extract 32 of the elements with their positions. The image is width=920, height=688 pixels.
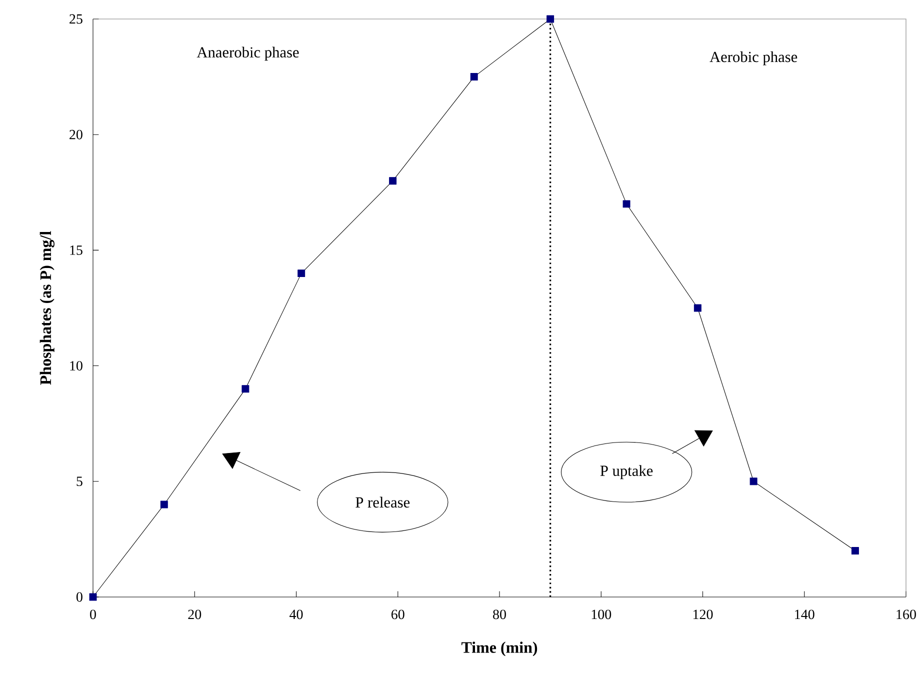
x-axis-title: Time (min) (461, 642, 538, 656)
y-axis-title: Phosphates (as P) mg/l (40, 231, 54, 385)
x-tick-label: 0 (90, 610, 96, 620)
point (851, 547, 859, 554)
point (750, 478, 758, 486)
annotation: Anaerobic phase (196, 46, 299, 61)
point (546, 15, 554, 23)
y-tick-label: 5 (76, 476, 82, 486)
x-tick-label: 140 (795, 610, 814, 620)
point (694, 304, 702, 312)
y-tick-label: 15 (70, 246, 82, 255)
x-tick-label: 60 (391, 610, 404, 620)
y-tick-label: 20 (70, 130, 82, 140)
x-tick-label: 120 (693, 610, 713, 620)
annotation: P release (356, 496, 410, 508)
point (298, 270, 306, 278)
x-tick-label: 100 (592, 610, 612, 620)
point (389, 177, 397, 185)
point (242, 385, 250, 393)
y-tick-label: 0 (76, 592, 82, 602)
y-tick-label: 10 (70, 361, 82, 371)
point (160, 500, 168, 508)
point (622, 200, 630, 208)
x-tick-label: 40 (290, 610, 303, 620)
annotation: Aerobic phase (710, 51, 798, 66)
point (89, 593, 97, 601)
annotation: P uptake (600, 465, 653, 480)
x-tick-label: 80 (493, 610, 506, 620)
x-tick-label: 160 (896, 610, 916, 620)
y-tick-label: 25 (70, 14, 82, 24)
x-tick-label: 20 (188, 610, 202, 620)
point (470, 73, 478, 81)
